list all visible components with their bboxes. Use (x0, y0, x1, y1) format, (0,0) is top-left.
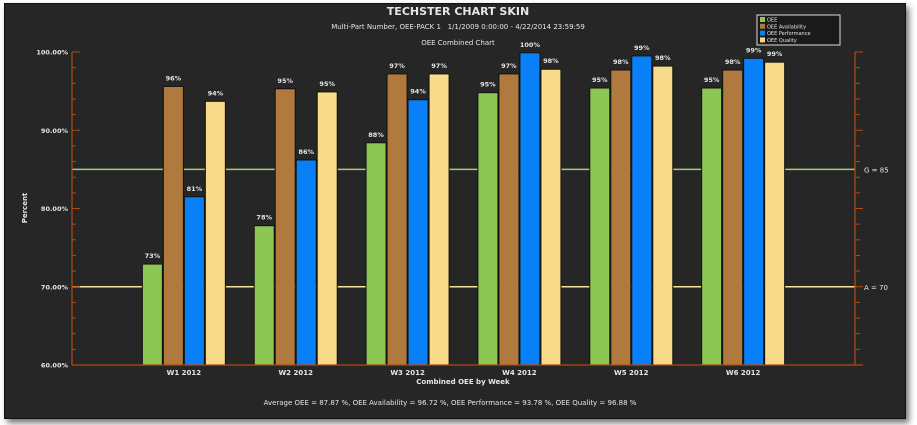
legend-swatch (760, 17, 765, 22)
bar-oee-availability (162, 85, 184, 366)
data-label: 99% (746, 46, 762, 54)
reference-line-label: G = 85 (864, 166, 889, 174)
y-axis-label: Percent (21, 192, 29, 223)
data-label: 97% (501, 62, 517, 70)
data-label: 99% (767, 50, 783, 58)
y-tick-label: 100.00% (36, 49, 68, 57)
data-label: 97% (389, 62, 405, 70)
data-label: 95% (319, 80, 335, 88)
x-tick-label: W3 2012 (390, 369, 425, 377)
footer-averages: Average OEE = 87.87 %, OEE Availability … (264, 399, 637, 407)
x-tick-label: W1 2012 (167, 369, 202, 377)
bar-oee-availability (386, 73, 408, 366)
bar-oee-performance (743, 57, 765, 366)
data-label: 88% (368, 131, 384, 139)
legend-swatch (760, 23, 765, 29)
data-label: 94% (208, 89, 224, 97)
data-label: 96% (166, 74, 182, 82)
bar-oee-performance (183, 196, 205, 366)
bar-oee (365, 142, 387, 366)
bar-oee (141, 263, 163, 366)
data-label: 78% (256, 214, 272, 222)
chart-title: TECHSTER CHART SKIN (387, 5, 529, 18)
bar-oee-performance (631, 55, 653, 366)
bar-oee (477, 92, 499, 366)
y-tick-label: 90.00% (41, 127, 69, 135)
bar-oee-availability (610, 69, 632, 366)
data-label: 73% (145, 252, 161, 260)
data-label: 98% (543, 57, 559, 65)
data-label: 81% (187, 185, 203, 193)
data-label: 95% (704, 76, 720, 84)
x-tick-label: W4 2012 (502, 369, 537, 377)
bar-oee-quality (652, 65, 674, 366)
reference-line-label: A = 70 (864, 284, 888, 292)
data-label: 94% (410, 88, 426, 96)
data-label: 95% (592, 76, 608, 84)
bar-oee-availability (498, 73, 520, 366)
bar-oee-availability (274, 88, 296, 366)
data-label: 95% (480, 81, 496, 89)
bar-oee-performance (295, 159, 317, 366)
bar-oee-quality (204, 100, 226, 366)
y-tick-label: 70.00% (41, 283, 69, 291)
data-label: 99% (634, 44, 650, 52)
data-label: 98% (613, 58, 629, 66)
x-axis-label: Combined OEE by Week (416, 378, 510, 386)
bar-oee (701, 87, 723, 366)
data-label: 97% (431, 62, 447, 70)
legend-entry: OEE Quality (767, 38, 797, 44)
x-tick-label: W6 2012 (726, 369, 761, 377)
legend-entry: OEE Availability (767, 24, 806, 30)
y-tick-label: 60.00% (41, 362, 69, 370)
bar-oee-performance (407, 99, 429, 366)
chart-subtitle-2: OEE Combined Chart (421, 39, 495, 47)
bar-oee-quality (764, 61, 786, 366)
legend-entry: OEE Performance (767, 31, 811, 37)
bar-oee (253, 225, 275, 366)
bar-oee-quality (428, 73, 450, 366)
data-label: 86% (298, 148, 314, 156)
data-label: 98% (725, 58, 741, 66)
legend-swatch (760, 37, 765, 43)
chart-subtitle: Multi-Part Number, OEE-PACK 1 1/1/2009 0… (331, 23, 585, 31)
bar-oee-quality (316, 91, 338, 366)
y-tick-label: 80.00% (41, 205, 69, 213)
bar-oee-performance (519, 52, 541, 366)
data-label: 98% (655, 54, 671, 62)
legend-box (756, 14, 841, 46)
bar-oee-availability (722, 69, 744, 366)
legend-entry: OEE (767, 18, 777, 24)
bar-oee (589, 87, 611, 366)
data-label: 95% (277, 77, 293, 85)
x-tick-label: W5 2012 (614, 369, 649, 377)
bar-oee-quality (540, 68, 562, 366)
x-tick-label: W2 2012 (278, 369, 313, 377)
legend-swatch (760, 30, 765, 36)
data-label: 100% (520, 41, 541, 49)
